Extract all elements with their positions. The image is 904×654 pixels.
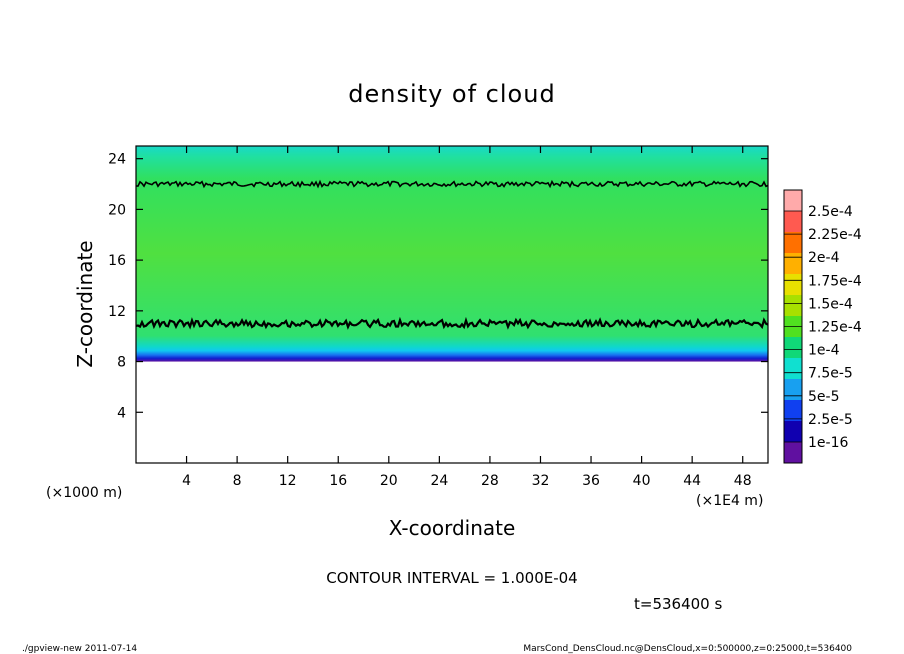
x-unit-right: (×1E4 m) bbox=[696, 493, 763, 509]
colorbar-swatch bbox=[784, 211, 802, 233]
y-tick-label: 12 bbox=[108, 304, 126, 320]
colorbar-swatch bbox=[784, 232, 802, 254]
x-unit-left: (×1000 m) bbox=[46, 485, 122, 501]
plot-area bbox=[135, 145, 769, 464]
colorbar-label: 2.5e-4 bbox=[808, 204, 853, 220]
colorbar-swatch bbox=[784, 442, 802, 464]
colorbar-swatch bbox=[784, 379, 802, 401]
colorbar-label: 1e-16 bbox=[808, 435, 848, 451]
time-label: t=536400 s bbox=[634, 595, 722, 613]
colorbar-label: 2e-4 bbox=[808, 250, 840, 266]
colorbar-label: 5e-5 bbox=[808, 389, 839, 405]
x-tick-label: 24 bbox=[430, 473, 448, 489]
x-tick-label: 44 bbox=[683, 473, 701, 489]
contour-interval-label: CONTOUR INTERVAL = 1.000E-04 bbox=[326, 569, 577, 587]
y-axis-label: Z-coordinate bbox=[73, 240, 97, 367]
colorbar-swatch bbox=[784, 295, 802, 317]
colorbar-swatch bbox=[784, 400, 802, 422]
colorbar: 2.5e-4 2.25e-4 2e-4 1.75e-4 1.5e-4 1.25e-4 1e-… bbox=[783, 189, 862, 464]
x-tick-label: 36 bbox=[582, 473, 600, 489]
colorbar-swatch bbox=[784, 253, 802, 275]
colorbar-swatch bbox=[784, 274, 802, 296]
colorbar-swatch bbox=[784, 190, 802, 212]
x-tick-label: 12 bbox=[279, 473, 297, 489]
x-tick-label: 32 bbox=[532, 473, 550, 489]
colorbar-label: 2.25e-4 bbox=[808, 227, 862, 243]
colorbar-label: 1.75e-4 bbox=[808, 273, 862, 289]
colorbar-swatch bbox=[784, 421, 802, 443]
x-tick-label: 16 bbox=[329, 473, 347, 489]
x-tick-label: 40 bbox=[633, 473, 651, 489]
y-tick-label: 8 bbox=[117, 355, 126, 371]
colorbar-swatch bbox=[784, 358, 802, 380]
contour-line-upper bbox=[135, 179, 769, 189]
x-axis: 4 8 12 16 20 24 28 32 36 40 44 48 bbox=[182, 146, 752, 489]
y-tick-label: 16 bbox=[108, 253, 126, 269]
colorbar-label: 7.5e-5 bbox=[808, 366, 853, 382]
y-axis: 4 8 12 16 20 24 bbox=[108, 152, 768, 421]
footer-right: MarsCond_DensCloud.nc@DensCloud,x=0:5000… bbox=[523, 644, 852, 654]
y-tick-label: 4 bbox=[117, 405, 126, 421]
y-tick-label: 20 bbox=[108, 202, 126, 218]
contour-line-lower bbox=[135, 316, 769, 330]
x-tick-label: 48 bbox=[734, 473, 752, 489]
colorbar-label: 1.25e-4 bbox=[808, 320, 862, 336]
x-tick-label: 4 bbox=[182, 473, 191, 489]
x-tick-label: 28 bbox=[481, 473, 499, 489]
colorbar-label: 1e-4 bbox=[808, 343, 840, 359]
y-tick-label: 24 bbox=[108, 152, 126, 168]
x-tick-label: 20 bbox=[380, 473, 398, 489]
footer-left: ./gpview-new 2011-07-14 bbox=[22, 644, 137, 654]
chart-title: density of cloud bbox=[348, 80, 555, 108]
x-axis-label: X-coordinate bbox=[389, 516, 516, 540]
colorbar-label: 2.5e-5 bbox=[808, 412, 853, 428]
x-tick-label: 8 bbox=[233, 473, 242, 489]
colorbar-label: 1.5e-4 bbox=[808, 296, 853, 312]
colorbar-swatch bbox=[784, 337, 802, 359]
cloud-density-field bbox=[136, 146, 768, 362]
